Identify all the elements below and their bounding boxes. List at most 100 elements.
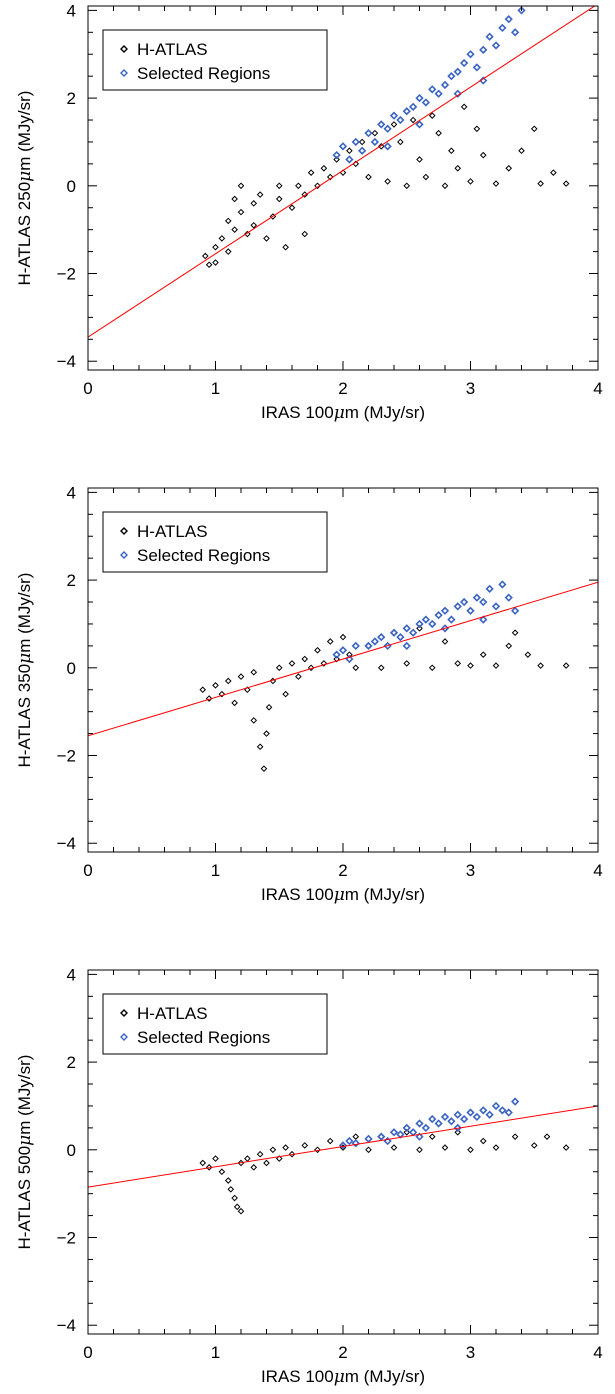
data-point: [364, 641, 373, 651]
data-point: [441, 182, 449, 190]
data-point: [326, 638, 334, 645]
data-point: [466, 50, 475, 59]
x-tick-label: 0: [83, 1343, 92, 1362]
panel-350um: 0 1 2 3 4 −4 −2 0 2 4 IRAS 100μm (MJy/sr) H-ATLAS 3…: [15, 483, 603, 905]
data-point: [212, 682, 219, 689]
data-point: [504, 15, 513, 24]
data-point: [428, 1133, 436, 1140]
data-point: [562, 1144, 570, 1151]
data-point: [428, 85, 437, 94]
y-tick-label: 0: [67, 659, 76, 678]
y-axis-title: H-ATLAS 350μm (MJy/sr): [15, 573, 35, 768]
data-point: [250, 717, 258, 724]
data-point: [434, 611, 443, 620]
data-point: [530, 125, 538, 133]
data-point: [397, 138, 404, 146]
data-point: [320, 164, 328, 172]
data-point: [479, 615, 488, 624]
data-point: [408, 1128, 418, 1137]
legend-box: [102, 993, 328, 1055]
plot-area: [88, 1097, 598, 1215]
y-tick-label: 0: [67, 1141, 76, 1160]
x-tick-label: 2: [338, 379, 347, 398]
data-point: [275, 195, 283, 203]
data-point: [326, 173, 334, 181]
panel-500um: 0 1 2 3 4 −4 −2 0 2 4 IRAS 100μm (MJy/sr) H-ATLAS 5…: [15, 965, 603, 1387]
data-point: [338, 142, 348, 151]
data-point: [301, 1142, 309, 1149]
data-point: [402, 107, 411, 116]
legend: H-ATLAS Selected Regions: [102, 511, 328, 573]
data-point: [504, 1108, 513, 1117]
legend-label-selected-regions: Selected Regions: [137, 64, 270, 83]
data-point: [351, 1139, 360, 1148]
data-point: [338, 646, 348, 655]
data-point: [371, 129, 379, 137]
data-point: [224, 1177, 232, 1184]
data-point: [505, 164, 513, 172]
data-point: [212, 1155, 219, 1162]
x-tick-label: 4: [593, 861, 602, 880]
data-point: [473, 125, 481, 133]
data-point: [256, 1150, 264, 1158]
legend-marker-h-atlas: [120, 527, 128, 535]
data-point: [408, 628, 418, 637]
data-point: [231, 699, 238, 707]
y-tick-label: −2: [57, 1229, 76, 1248]
data-point: [511, 1133, 519, 1140]
y-tick-label: −4: [57, 1316, 76, 1335]
data-point: [550, 169, 557, 176]
y-axis-title: H-ATLAS 250μm (MJy/sr): [15, 91, 35, 286]
data-point: [479, 151, 487, 159]
data-point: [485, 32, 494, 41]
data-point: [288, 660, 296, 667]
data-point: [301, 230, 309, 238]
data-point: [383, 142, 392, 151]
legend-box: [102, 511, 328, 573]
data-point: [402, 1123, 411, 1133]
data-point: [472, 63, 482, 72]
y-tick-label: 4: [67, 1, 76, 20]
y-tick-label: 4: [67, 965, 76, 984]
data-point: [511, 629, 519, 637]
data-point: [492, 180, 500, 187]
data-point: [224, 677, 232, 685]
data-point: [237, 182, 245, 190]
data-point: [218, 690, 226, 698]
data-point: [428, 664, 436, 672]
data-point: [260, 765, 268, 772]
data-point: [237, 1207, 245, 1215]
legend-marker-selected-regions: [120, 551, 128, 559]
y-tick-label: 2: [67, 571, 76, 590]
data-point: [421, 1123, 431, 1133]
data-point: [459, 58, 469, 68]
data-point: [377, 143, 385, 150]
data-point: [459, 1114, 469, 1124]
data-point: [314, 182, 321, 190]
data-point: [346, 147, 353, 155]
data-point: [201, 252, 209, 260]
data-point: [244, 1155, 251, 1162]
panel-250um: 0 1 2 3 4 −4 −2 0 2 4 IRAS 100μm (MJy/sr) H-ATLAS 2…: [15, 1, 603, 423]
data-point: [441, 638, 449, 645]
series-selected-regions: [338, 1097, 520, 1150]
data-point: [440, 80, 450, 90]
data-point: [275, 182, 283, 190]
data-point: [467, 1146, 474, 1154]
data-point: [307, 169, 315, 176]
data-point: [485, 584, 494, 593]
data-point: [237, 673, 245, 680]
data-point: [453, 67, 462, 76]
legend-marker-selected-regions: [120, 69, 128, 77]
legend-label-selected-regions: Selected Regions: [137, 546, 270, 565]
data-point: [396, 115, 405, 125]
data-point: [364, 1134, 373, 1143]
data-point: [212, 243, 219, 251]
data-point: [351, 641, 360, 651]
y-tick-label: −2: [57, 747, 76, 766]
data-point: [472, 593, 482, 602]
data-point: [351, 137, 360, 147]
data-point: [510, 28, 520, 37]
x-tick-label: 3: [466, 861, 475, 880]
data-point: [491, 41, 501, 50]
